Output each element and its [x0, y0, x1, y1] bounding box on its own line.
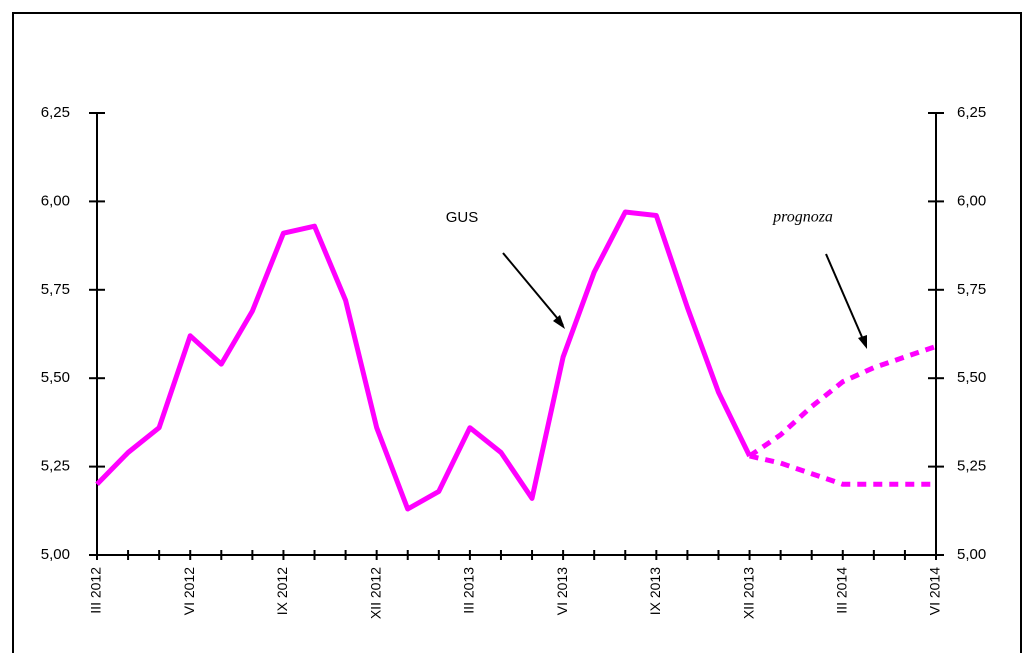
y-tick-label: 5,00 [41, 546, 70, 563]
x-tick-label: XII 2012 [367, 567, 383, 619]
x-tick-label: VI 2013 [554, 567, 570, 615]
y2-tick-label: 5,00 [957, 546, 986, 563]
y2-tick-label: 5,75 [957, 281, 986, 298]
x-tick-label: IX 2013 [647, 567, 663, 615]
series-line [748, 344, 937, 459]
y-tick-label: 5,50 [41, 369, 70, 386]
x-tick-label: VI 2014 [927, 567, 943, 615]
y-tick-label: 5,25 [41, 458, 70, 475]
x-tick-label: VI 2012 [181, 567, 197, 615]
x-tick-label: III 2014 [833, 567, 849, 614]
arrow [825, 253, 866, 345]
y-tick-label: 6,25 [41, 104, 70, 121]
y2-tick-label: 5,50 [957, 369, 986, 386]
x-tick-label: IX 2012 [274, 567, 290, 615]
arrow-head [553, 315, 565, 329]
y-tick-label: 5,75 [41, 281, 70, 298]
annotation: prognoza [772, 209, 833, 226]
x-tick-label: III 2012 [88, 567, 104, 614]
y2-tick-label: 5,25 [957, 458, 986, 475]
x-tick-label: III 2013 [461, 567, 477, 614]
frame [12, 12, 1022, 653]
y2-tick-label: 6,25 [957, 104, 986, 121]
series-line [95, 209, 752, 512]
y-tick-label: 6,00 [41, 192, 70, 209]
y2-tick-label: 6,00 [957, 192, 986, 209]
series-line [749, 453, 936, 487]
arrow [502, 252, 564, 326]
arrow-head [858, 335, 867, 349]
x-tick-label: XII 2013 [740, 567, 756, 619]
annotation: GUS [446, 209, 479, 226]
